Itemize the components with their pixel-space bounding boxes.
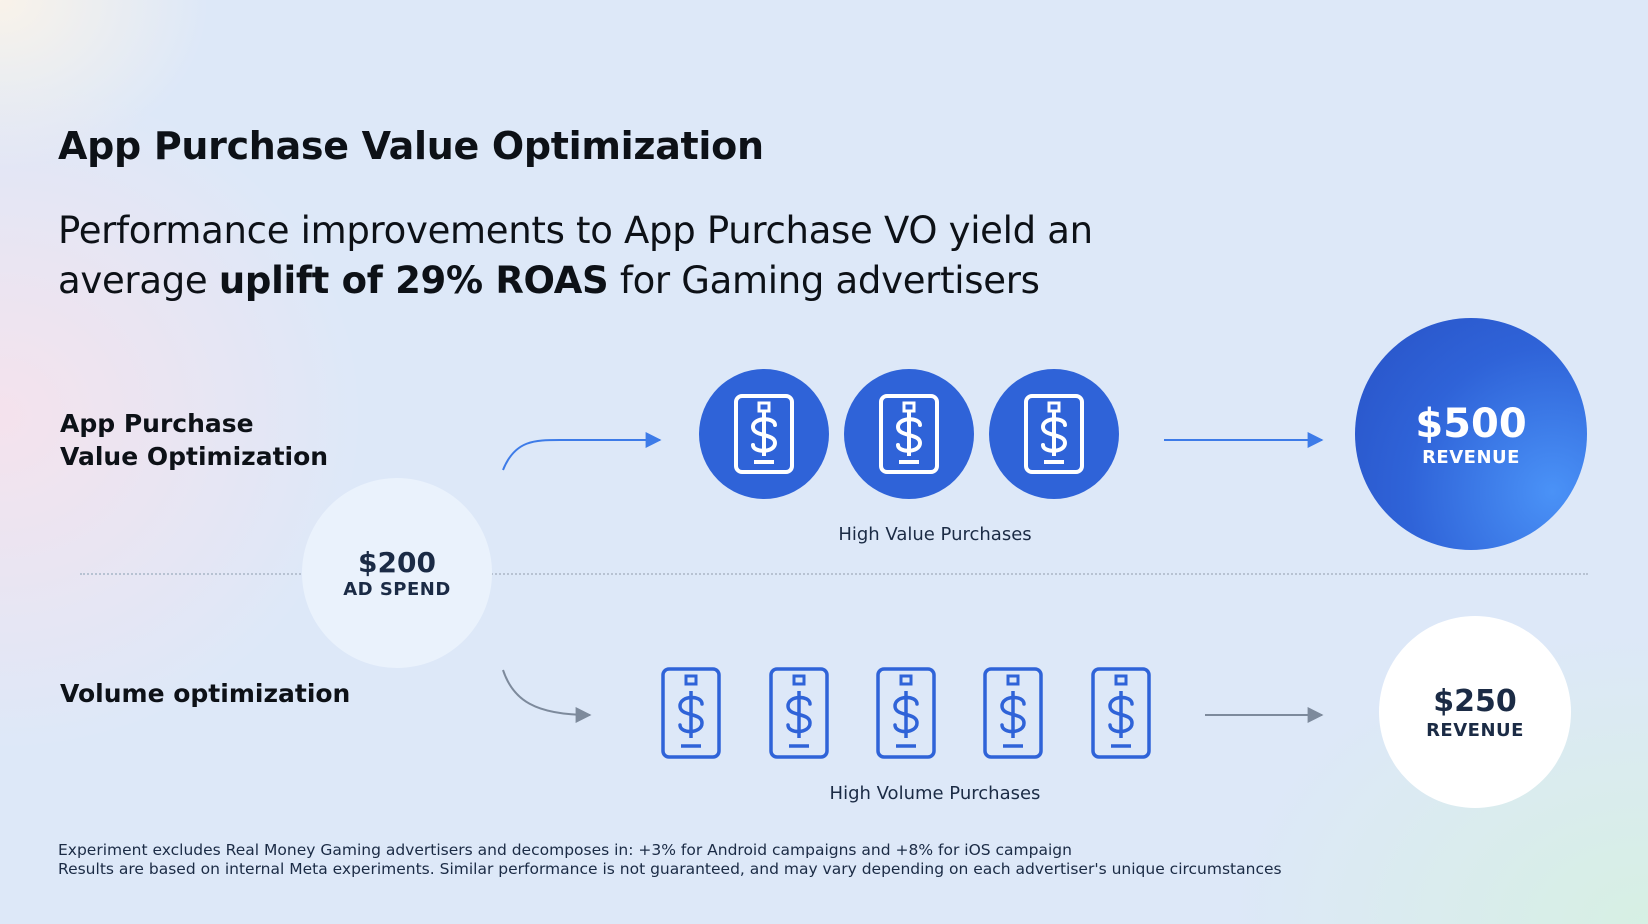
phone-dollar-icon	[1024, 394, 1084, 474]
high-value-purchase-1	[699, 369, 829, 499]
footnote-line2: Results are based on internal Meta exper…	[58, 860, 1282, 878]
phone-dollar-icon	[983, 667, 1043, 759]
footnote-line1: Experiment excludes Real Money Gaming ad…	[58, 841, 1072, 859]
revenue-value-optimization: $500 REVENUE	[1355, 318, 1587, 550]
phone-dollar-icon	[769, 667, 829, 759]
row-divider	[80, 573, 1588, 575]
high-value-purchase-3	[989, 369, 1119, 499]
subtitle-highlight: uplift of 29% ROAS	[218, 259, 609, 302]
revenue-label: REVENUE	[1426, 719, 1524, 741]
revenue-label: REVENUE	[1422, 446, 1520, 468]
arrow-spend-to-high-volume	[502, 669, 592, 723]
row-label-line2: Value Optimization	[60, 442, 329, 471]
high-value-purchase-2	[844, 369, 974, 499]
row-label-line1: App Purchase	[60, 409, 254, 438]
high-volume-caption: High Volume Purchases	[829, 783, 1041, 804]
phone-dollar-icon	[879, 394, 939, 474]
row-label-volume-optimization: Volume optimization	[60, 679, 351, 708]
page-title: App Purchase Value Optimization	[58, 124, 764, 168]
page-subtitle: Performance improvements to App Purchase…	[58, 206, 1093, 306]
phone-dollar-icon	[661, 667, 721, 759]
phone-dollar-icon	[1091, 667, 1151, 759]
row-label-value-optimization: App Purchase Value Optimization	[60, 407, 328, 473]
revenue-amount: $500	[1415, 400, 1527, 447]
ad-spend-label: AD SPEND	[343, 578, 451, 600]
footnotes: Experiment excludes Real Money Gaming ad…	[58, 841, 1282, 879]
subtitle-line1: Performance improvements to App Purchase…	[58, 209, 1093, 252]
subtitle-line2-prefix: average	[58, 259, 219, 302]
phone-dollar-icon	[734, 394, 794, 474]
arrow-spend-to-high-value	[502, 432, 662, 471]
ad-spend-circle: $200 AD SPEND	[302, 478, 492, 668]
high-value-caption: High Value Purchases	[838, 524, 1032, 545]
revenue-amount: $250	[1433, 683, 1517, 719]
subtitle-line2-suffix: for Gaming advertisers	[608, 259, 1040, 302]
revenue-volume-optimization: $250 REVENUE	[1379, 616, 1571, 808]
ad-spend-amount: $200	[358, 545, 436, 579]
phone-dollar-icon	[876, 667, 936, 759]
